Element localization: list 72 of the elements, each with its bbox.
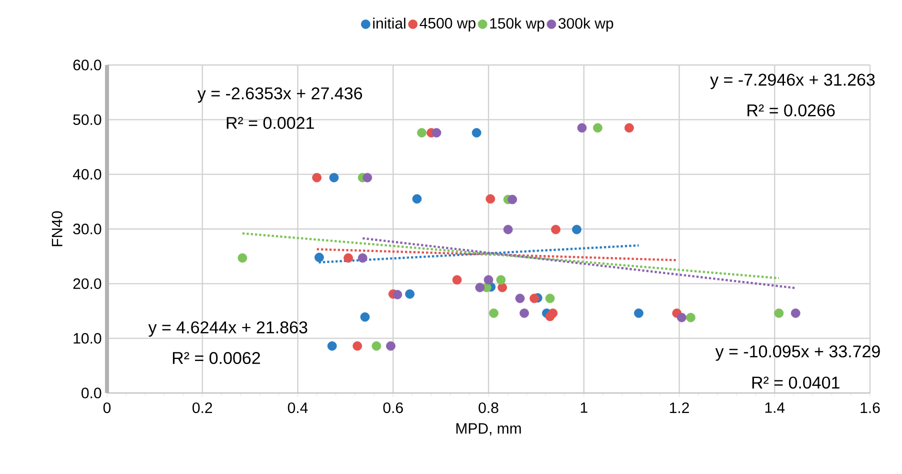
point [417,128,426,138]
y-tick-label: 0.0 [82,388,102,398]
x-tick-label: 1.2 [670,402,689,413]
point [774,308,784,318]
point [486,194,496,204]
point [530,294,539,304]
point [484,275,494,285]
x-tick-label: 0 [103,402,111,414]
x-tick-label: 1 [580,402,588,413]
y-tick-label: 30.0 [73,224,102,234]
point [577,123,587,133]
point [503,224,513,234]
point [593,123,602,133]
x-tick-label: 1.4 [765,402,785,413]
annotation: y = -2.6353x + 27.436 [197,87,362,103]
annotation: R² = 0.0401 [752,376,840,389]
point [452,275,462,285]
point [360,312,370,322]
point [392,290,402,300]
y-tick-label: 40.0 [72,169,102,180]
legend-label: initial [373,18,406,29]
x-tick-label: 1.6 [860,402,880,414]
point [312,172,322,182]
x-tick-label: 0.6 [383,402,403,414]
annotation: y = 4.6244x + 21.863 [148,321,308,337]
point [475,282,485,292]
annotation: y = -10.095x + 33.729 [715,345,880,361]
legend-label: 150k wp [490,18,544,32]
x-tick-label: 0.2 [192,402,212,414]
point [508,194,518,204]
point [498,282,508,292]
y-tick-label: 50.0 [73,114,102,125]
point [405,289,415,299]
point [352,341,362,351]
point [545,312,555,322]
point [624,123,634,133]
legend-label: 300k wp [558,18,614,32]
point [676,312,686,322]
point [432,128,442,138]
annotation: R² = 0.0062 [172,352,260,364]
point [386,341,396,351]
y-tick-label: 20.0 [73,278,102,289]
point [686,312,696,322]
point [472,128,482,138]
annotation: R² = 0.0266 [748,104,835,116]
point [545,294,555,304]
point [551,224,560,234]
annotation: R² = 0.0021 [226,116,314,129]
point [329,172,339,182]
point [515,294,525,304]
point [634,308,644,318]
point [572,224,582,234]
point [358,253,368,263]
point [372,341,382,351]
point [412,194,422,204]
y-tick-label: 60.0 [73,60,102,70]
point [362,172,372,182]
point [327,341,337,351]
y-axis-title: FN40 [52,211,62,246]
legend-label: 4500 wp [420,18,476,32]
point [790,308,800,318]
point [344,253,354,263]
y-tick-label: 10.0 [74,333,102,344]
point [520,308,529,318]
point [496,275,506,285]
x-tick-label: 0.8 [478,402,498,414]
point [314,252,324,262]
annotation: y = -7.2946x + 31.263 [710,74,875,90]
x-axis-title: MPD, mm [456,423,521,436]
point [489,308,498,318]
x-tick-label: 0.4 [288,402,308,414]
point [238,253,248,263]
